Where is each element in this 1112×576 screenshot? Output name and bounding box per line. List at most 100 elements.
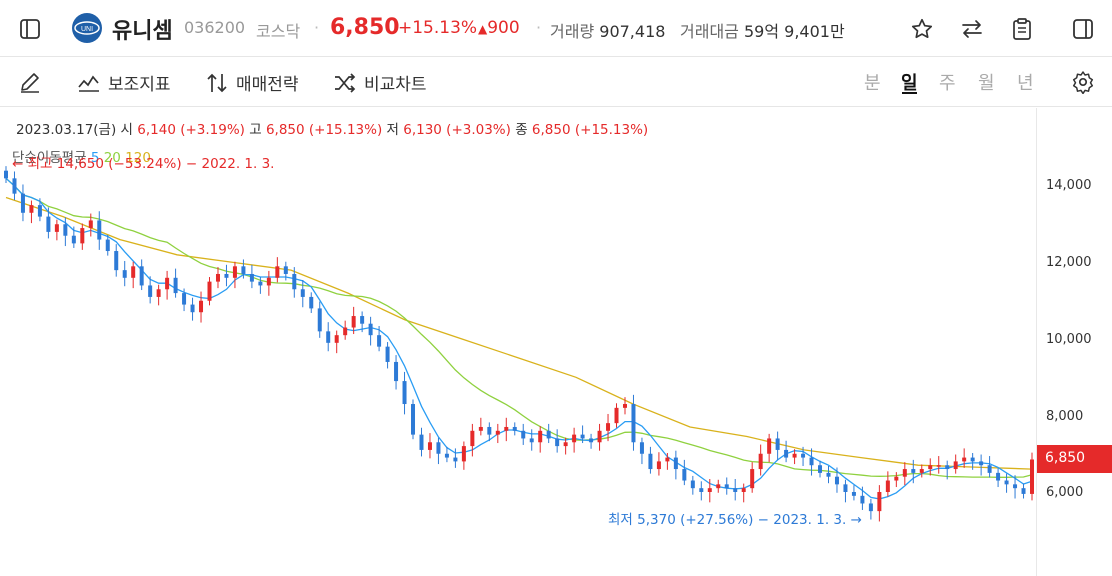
- candle: [1021, 483, 1026, 499]
- candle: [1004, 473, 1009, 493]
- y-tick-label: 14,000: [1046, 178, 1092, 193]
- market-label: 코스닥: [256, 22, 301, 41]
- candle: [996, 468, 1001, 488]
- candle: [309, 292, 314, 313]
- candle: [631, 394, 636, 451]
- top-bar: UNI 유니셈 036200 코스닥 · 6,850 +15.13% ▲900 …: [0, 0, 1112, 57]
- strategy-button[interactable]: 매매전략: [206, 70, 299, 95]
- candle: [665, 452, 670, 470]
- moving-average-legend: 단순이동평균 5 20 120: [12, 150, 151, 166]
- swap-icon[interactable]: [960, 17, 984, 41]
- separator-dot: ·: [314, 18, 320, 37]
- candle: [953, 454, 958, 474]
- candle: [970, 452, 975, 470]
- candle: [673, 450, 678, 480]
- candle: [606, 413, 611, 442]
- candle: [919, 464, 924, 478]
- candle: [478, 417, 483, 436]
- candle: [801, 446, 806, 466]
- candle: [80, 223, 85, 250]
- candle: [232, 261, 237, 289]
- stock-name: 유니셈: [112, 19, 173, 44]
- low-value: 6,130 (+3.03%): [403, 122, 511, 138]
- candlestick-chart[interactable]: [0, 108, 1112, 576]
- candle: [682, 459, 687, 486]
- svg-text:UNI: UNI: [81, 26, 93, 33]
- period-year-tab[interactable]: 년: [1017, 73, 1034, 94]
- candle: [826, 465, 831, 484]
- candle: [775, 431, 780, 461]
- candle: [453, 448, 458, 468]
- candle: [521, 423, 526, 445]
- candle: [444, 446, 449, 463]
- period-day-tab[interactable]: 일: [901, 73, 918, 94]
- candle: [936, 456, 941, 474]
- candle: [351, 306, 356, 335]
- candle: [300, 280, 305, 308]
- current-price-tag: 6,850: [1037, 445, 1112, 473]
- candle: [546, 423, 551, 444]
- candle: [470, 423, 475, 457]
- candle: [877, 485, 882, 522]
- up-arrow-icon: ▲: [478, 22, 488, 36]
- candle: [20, 184, 25, 222]
- candle: [622, 397, 627, 415]
- candle: [860, 486, 865, 510]
- candle: [707, 478, 712, 503]
- candle: [385, 342, 390, 369]
- settings-gear-icon[interactable]: [1071, 70, 1095, 94]
- candle: [4, 166, 8, 183]
- ohlc-info: 2023.03.17(금) 시 6,140 (+3.19%) 고 6,850 (…: [16, 122, 649, 138]
- candle: [326, 322, 331, 352]
- candle: [97, 211, 102, 250]
- candle: [580, 425, 585, 444]
- info-date: 2023.03.17(금): [16, 122, 117, 138]
- candle: [394, 355, 399, 390]
- candle: [317, 301, 322, 338]
- high-value: 6,850 (+15.13%): [265, 122, 383, 138]
- candle: [114, 244, 119, 277]
- candle: [962, 448, 967, 468]
- candle: [597, 423, 602, 451]
- ma20-line: [5, 177, 1033, 478]
- candle: [885, 471, 890, 497]
- candle: [63, 217, 68, 247]
- period-month-tab[interactable]: 월: [978, 73, 995, 94]
- panel-icon[interactable]: [1071, 17, 1095, 41]
- candle: [979, 454, 984, 476]
- pencil-icon[interactable]: [18, 70, 42, 94]
- open-value: 6,140 (+3.19%): [137, 122, 245, 138]
- candle: [207, 277, 212, 306]
- compare-button[interactable]: 비교차트: [334, 70, 427, 95]
- candle: [648, 446, 653, 474]
- candle: [733, 478, 738, 501]
- candle: [555, 429, 560, 453]
- clipboard-icon[interactable]: [1010, 17, 1034, 41]
- candle: [928, 458, 933, 476]
- current-price: 6,850: [330, 15, 400, 40]
- candle: [724, 477, 729, 495]
- y-tick-label: 8,000: [1046, 409, 1084, 424]
- candle: [741, 483, 746, 503]
- candle: [360, 311, 365, 333]
- candle: [987, 456, 992, 478]
- candle: [945, 460, 950, 480]
- star-icon[interactable]: [910, 17, 934, 41]
- period-minute-tab[interactable]: 분: [864, 73, 881, 94]
- period-week-tab[interactable]: 주: [939, 73, 956, 94]
- candle: [461, 441, 466, 470]
- candle: [292, 267, 297, 298]
- indicator-button[interactable]: 보조지표: [78, 70, 171, 95]
- candle: [792, 449, 797, 465]
- close-value: 6,850 (+15.13%): [531, 122, 649, 138]
- active-period-underline: [902, 92, 917, 94]
- change-rate: +15.13%: [398, 18, 478, 38]
- candle: [402, 371, 407, 415]
- candle: [818, 460, 823, 478]
- candle: [148, 276, 153, 304]
- candle: [699, 481, 704, 501]
- sidebar-toggle-icon[interactable]: [18, 17, 42, 41]
- candle: [122, 260, 127, 287]
- candle: [419, 427, 424, 457]
- change-value: ▲900: [478, 18, 520, 38]
